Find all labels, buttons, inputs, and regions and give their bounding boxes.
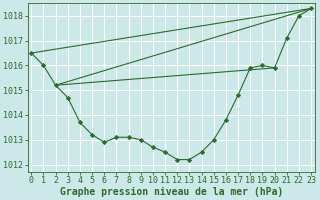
X-axis label: Graphe pression niveau de la mer (hPa): Graphe pression niveau de la mer (hPa) [60,186,283,197]
